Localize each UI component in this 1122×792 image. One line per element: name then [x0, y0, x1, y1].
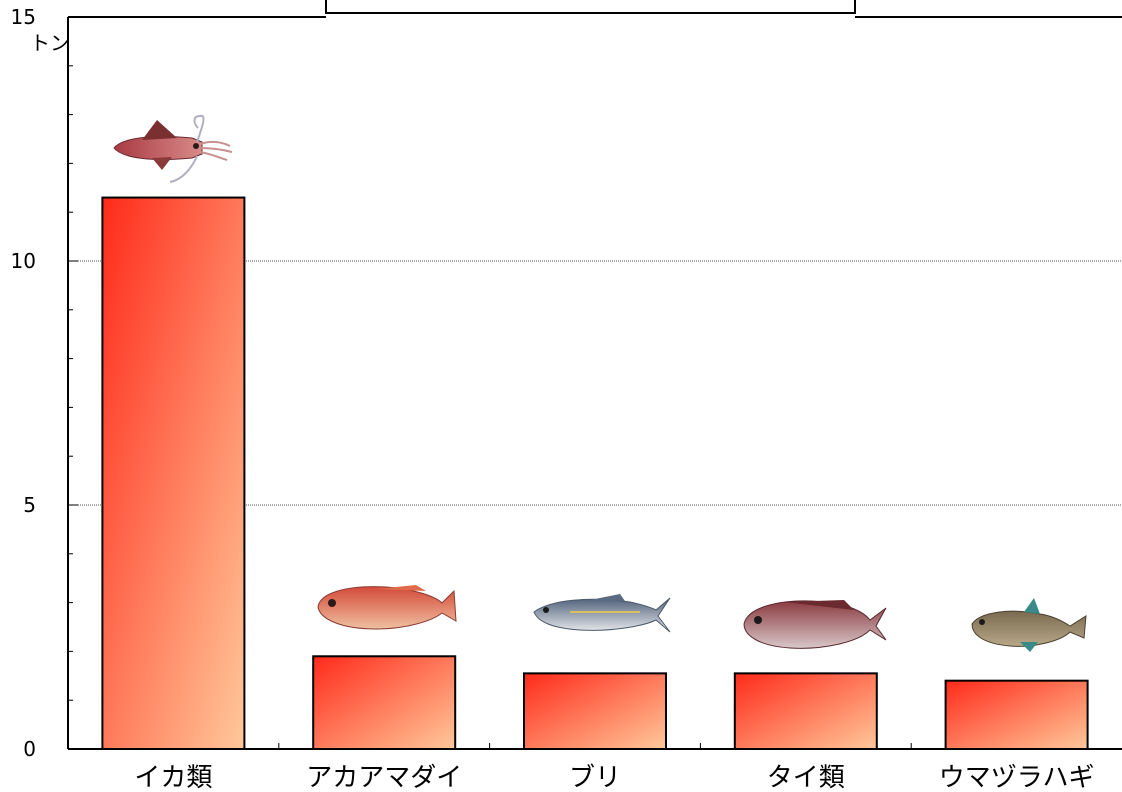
red-tilefish-icon	[317, 585, 457, 630]
bar-3	[523, 672, 667, 750]
squid-icon	[113, 114, 233, 183]
x-category-labels: イカ類 アカアマダイ ブリ タイ類 ウマヅラハギ	[134, 763, 1094, 792]
bar-2	[312, 655, 457, 751]
y-tick-label: 10	[11, 249, 36, 273]
axes	[67, 16, 1122, 750]
bars	[101, 196, 1089, 751]
x-category-label: アカアマダイ	[306, 763, 462, 792]
x-category-label: ウマヅラハギ	[939, 763, 1095, 792]
bar-1	[101, 196, 246, 750]
y-unit-label: トン	[30, 31, 70, 55]
y-tick-label: 15	[11, 5, 36, 29]
x-category-label: タイ類	[767, 763, 845, 792]
grid	[68, 260, 1122, 506]
x-category-label: イカ類	[134, 763, 212, 792]
yellowtail-icon	[533, 594, 671, 633]
sea-bream-icon	[743, 600, 887, 649]
bar-4	[733, 672, 878, 750]
x-category-label: ブリ	[569, 763, 621, 792]
filefish-icon	[971, 598, 1087, 652]
y-tick-labels: 0 5 10 15	[11, 5, 36, 761]
y-tick-label: 5	[23, 493, 36, 517]
title-frame	[325, 0, 856, 14]
bar-5	[944, 679, 1089, 750]
y-tick-label: 0	[23, 737, 36, 761]
